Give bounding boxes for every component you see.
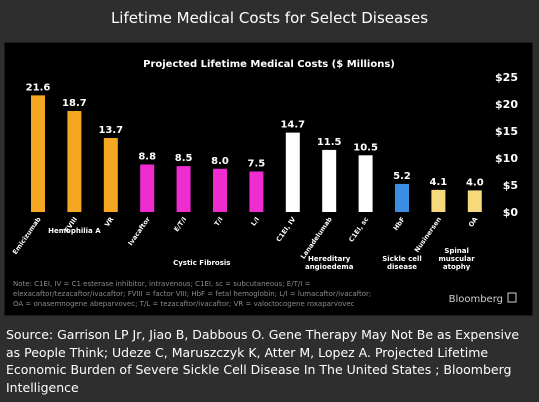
data-label: 5.2 <box>393 171 411 182</box>
bloomberg-icon <box>507 292 517 303</box>
x-tick-label: OA <box>467 216 480 229</box>
chart-note-line: elexacaftor/tezacaftor/ivacaftor; FVIII … <box>13 290 371 298</box>
data-label: 7.5 <box>248 159 266 170</box>
data-label: 18.7 <box>62 98 87 109</box>
bar <box>322 149 337 212</box>
bloomberg-logo: Bloomberg <box>449 294 503 305</box>
x-tick-label: L/I <box>249 216 261 228</box>
data-label: 4.1 <box>430 177 448 188</box>
group-label: Sickle cell disease <box>382 255 422 271</box>
x-tick-label: Ivacaftor <box>126 215 152 247</box>
data-label: 8.5 <box>175 153 193 164</box>
y-tick-label: $25 <box>495 71 518 84</box>
x-tick-label: VR <box>103 216 115 229</box>
data-label: 21.6 <box>26 82 51 93</box>
bar <box>358 155 373 212</box>
data-label: 11.5 <box>317 137 342 148</box>
bar <box>31 95 45 212</box>
x-tick-label: Lanadelumab <box>299 215 334 260</box>
chart-note-line: OA = onasemnogene abeparvovec; T/L = tez… <box>13 300 355 308</box>
bar <box>431 189 446 212</box>
bar <box>285 132 300 212</box>
group-label: Spinal muscular atophy <box>439 247 476 271</box>
bar <box>67 111 82 212</box>
data-label: 8.0 <box>211 156 229 167</box>
x-tick-label: E/T/I <box>172 216 188 234</box>
bar <box>176 166 191 212</box>
x-tick-label: Emicizumab <box>11 215 43 256</box>
source-note: Source: Garrison LP Jr, Jiao B, Dabbous … <box>0 322 539 402</box>
y-tick-label: $5 <box>503 179 518 192</box>
page-title: Lifetime Medical Costs for Select Diseas… <box>0 0 539 36</box>
chart-title: Projected Lifetime Medical Costs ($ Mill… <box>143 59 395 70</box>
group-label: Hereditary angioedema <box>305 255 354 271</box>
y-tick-label: $10 <box>495 152 518 165</box>
x-tick-label: Nusinersen <box>413 215 443 254</box>
data-label: 8.8 <box>138 151 156 162</box>
bar <box>249 171 264 212</box>
chart-panel: Projected Lifetime Medical Costs ($ Mill… <box>4 42 533 316</box>
bar <box>467 190 482 212</box>
y-tick-label: $20 <box>495 98 518 111</box>
group-label: Hemophilia A <box>48 227 101 235</box>
bar <box>213 168 227 212</box>
y-tick-label: $15 <box>495 125 518 138</box>
x-tick-label: C1EI, IV <box>275 216 298 244</box>
x-tick-label: HbF <box>392 216 407 233</box>
x-tick-label: C1EI, sc <box>347 215 370 243</box>
data-label: 10.5 <box>353 142 378 153</box>
data-label: 14.7 <box>280 120 305 131</box>
data-label: 4.0 <box>466 177 484 188</box>
group-label: Cystic Fibrosis <box>173 259 230 267</box>
bar <box>103 138 118 212</box>
x-tick-label: T/I <box>213 216 225 228</box>
chart-note-line: Note: C1EI, IV = C1 esterase inhibitor, … <box>13 280 310 288</box>
y-tick-label: $0 <box>503 206 519 219</box>
bar <box>395 183 409 212</box>
bar-chart: Projected Lifetime Medical Costs ($ Mill… <box>11 59 519 308</box>
bar <box>140 164 155 212</box>
data-label: 13.7 <box>98 125 123 136</box>
